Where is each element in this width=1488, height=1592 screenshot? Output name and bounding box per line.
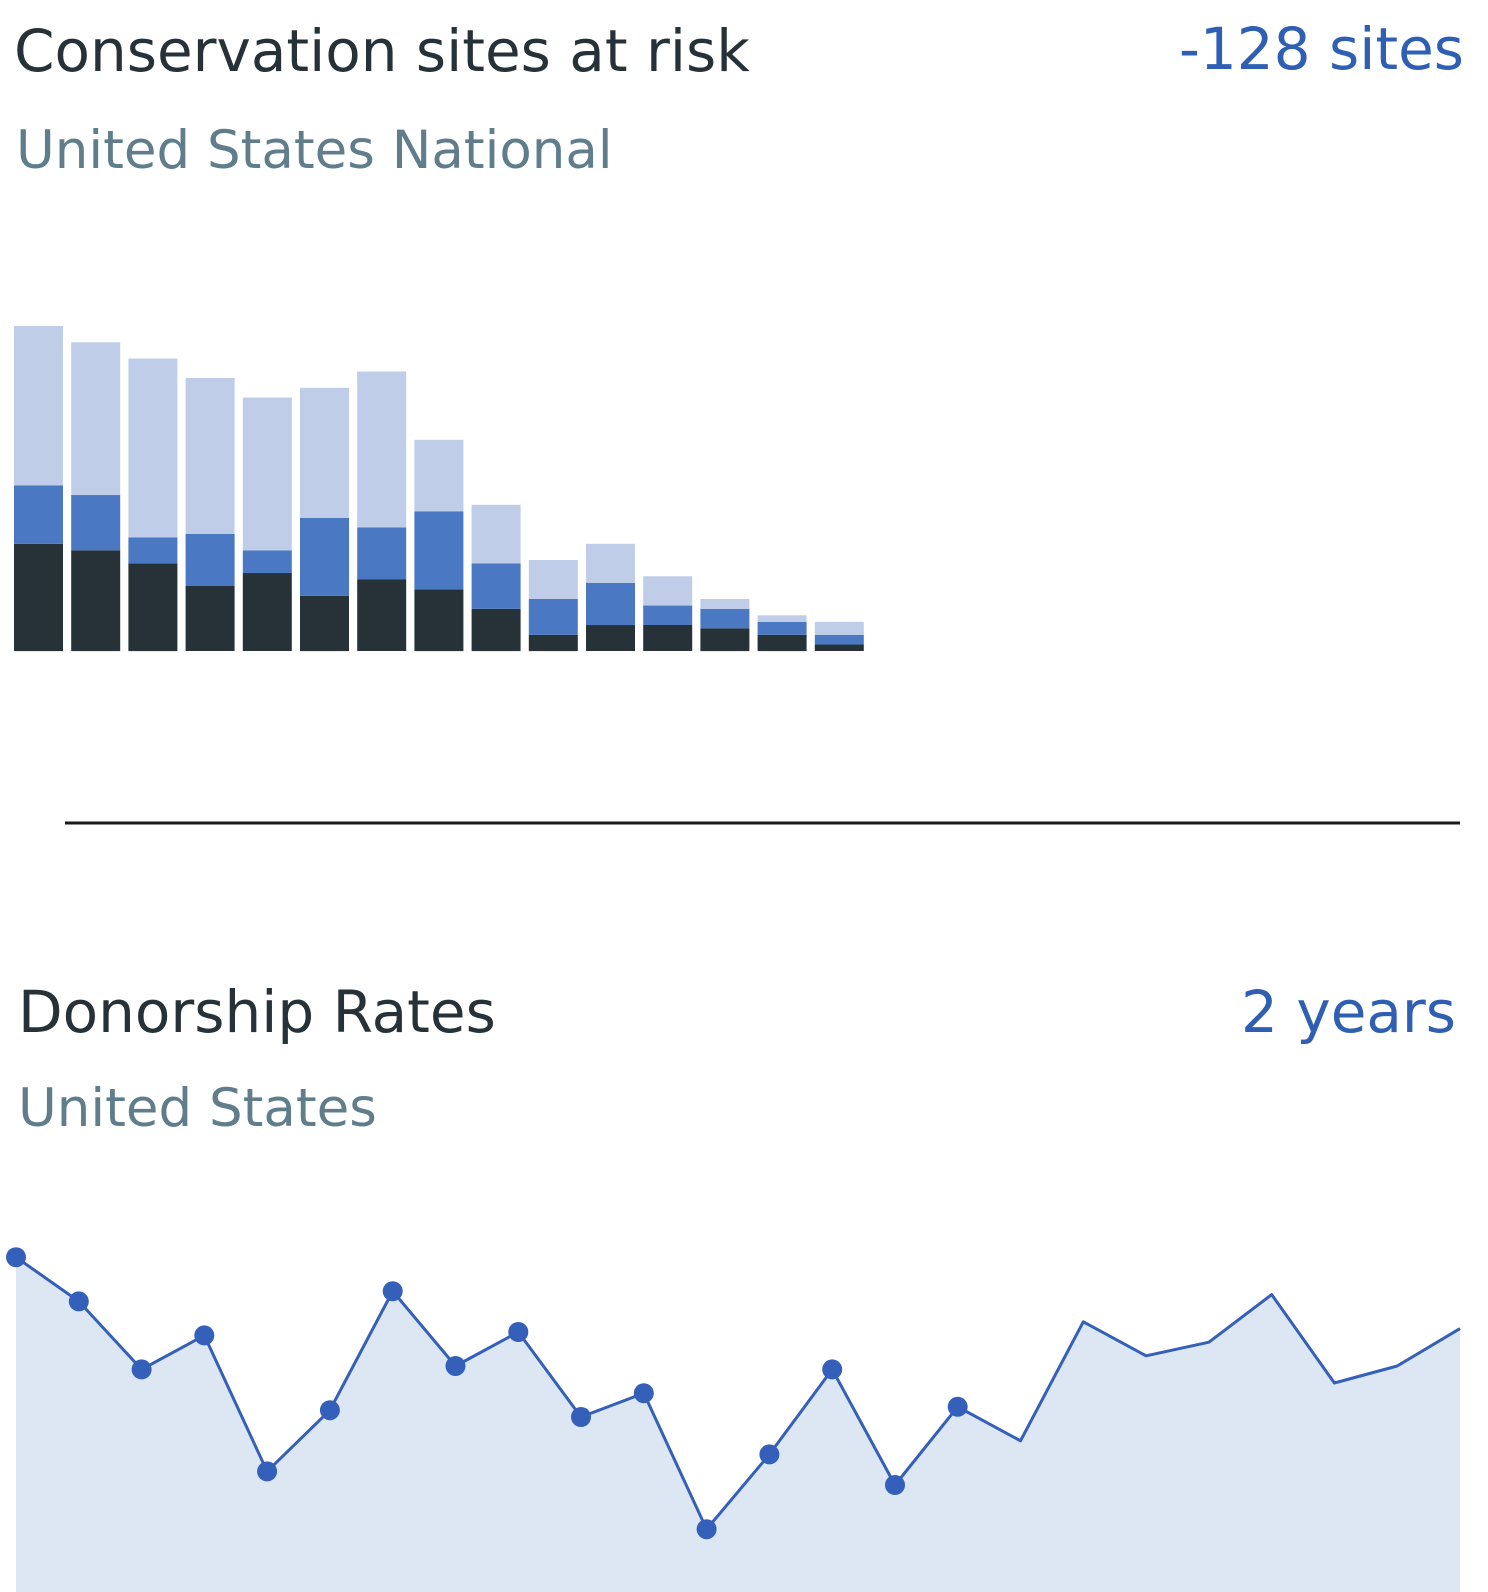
- bar-5-segment-1: [242, 573, 292, 651]
- bar-12-segment-2: [643, 605, 693, 625]
- bar-4-segment-1: [185, 586, 235, 651]
- card1-title: Conservation sites at risk: [14, 17, 750, 85]
- bar-9-segment-1: [471, 608, 521, 652]
- bar-5-segment-2: [242, 550, 292, 574]
- area-fill: [16, 1257, 1460, 1592]
- bar-14-segment-1: [757, 634, 807, 652]
- bar-15-segment-1: [814, 644, 864, 651]
- data-point-12: [696, 1519, 717, 1540]
- bar-12-segment-3: [643, 576, 693, 606]
- bar-12-segment-1: [643, 625, 693, 651]
- bar-11-segment-1: [586, 625, 635, 651]
- data-point-6: [319, 1400, 340, 1421]
- card2-subtitle: United States: [18, 1078, 377, 1139]
- bar-3-segment-1: [128, 563, 178, 652]
- bar-5-segment-3: [242, 397, 292, 551]
- bar-3-segment-2: [128, 537, 178, 564]
- bar-7-segment-3: [357, 371, 407, 528]
- data-point-2: [68, 1291, 89, 1312]
- data-point-1: [6, 1247, 26, 1268]
- card1-metric: -128 sites: [1178, 15, 1464, 83]
- bar-9-segment-2: [471, 563, 521, 609]
- bar-10-segment-3: [528, 560, 578, 599]
- bar-8-segment-1: [414, 589, 464, 652]
- data-point-13: [759, 1444, 780, 1465]
- card1-subtitle: United States National: [16, 120, 613, 181]
- series-line: [15, 1255, 1461, 1531]
- bar-13-segment-3: [700, 599, 750, 609]
- data-point-5: [257, 1461, 278, 1482]
- data-point-15: [885, 1475, 905, 1495]
- bar-11-segment-3: [586, 543, 635, 583]
- bar-10-segment-2: [528, 599, 578, 635]
- data-point-10: [571, 1407, 591, 1427]
- bar-6-segment-3: [300, 387, 349, 518]
- bar-11-segment-2: [586, 582, 635, 626]
- data-point-11: [633, 1383, 654, 1404]
- bar-7-segment-1: [357, 579, 407, 651]
- bar-6-segment-2: [300, 517, 349, 596]
- bar-15-segment-2: [814, 634, 864, 645]
- data-point-4: [194, 1325, 215, 1346]
- bar-8-segment-2: [414, 511, 464, 590]
- data-point-7: [382, 1281, 403, 1302]
- bar-7-segment-2: [357, 527, 407, 580]
- bar-14-segment-3: [757, 615, 807, 622]
- data-point-3: [131, 1359, 152, 1380]
- stacked-bar-chart: [14, 326, 864, 652]
- bar-15-segment-3: [814, 621, 864, 635]
- bar-8-segment-3: [414, 439, 464, 512]
- data-point-16: [947, 1396, 968, 1417]
- bar-1-segment-2: [14, 485, 63, 544]
- data-point-8: [445, 1356, 466, 1376]
- bar-2-segment-1: [71, 550, 121, 652]
- bar-10-segment-1: [528, 634, 578, 652]
- bar-14-segment-2: [757, 621, 807, 635]
- data-point-9: [508, 1322, 529, 1342]
- divider: [65, 821, 1460, 825]
- bar-2-segment-3: [71, 342, 121, 496]
- data-point-14: [822, 1359, 843, 1380]
- bar-9-segment-3: [471, 504, 521, 564]
- bar-3-segment-3: [128, 358, 178, 538]
- bar-2-segment-2: [71, 495, 121, 551]
- bar-13-segment-2: [700, 608, 750, 629]
- bar-13-segment-1: [700, 628, 750, 652]
- bar-4-segment-3: [185, 378, 235, 534]
- card2-title: Donorship Rates: [18, 978, 496, 1046]
- bar-4-segment-2: [185, 534, 235, 586]
- bar-1-segment-1: [14, 543, 63, 652]
- bar-6-segment-1: [300, 595, 349, 652]
- bar-1-segment-3: [14, 326, 63, 486]
- card2-metric: 2 years: [1241, 978, 1456, 1046]
